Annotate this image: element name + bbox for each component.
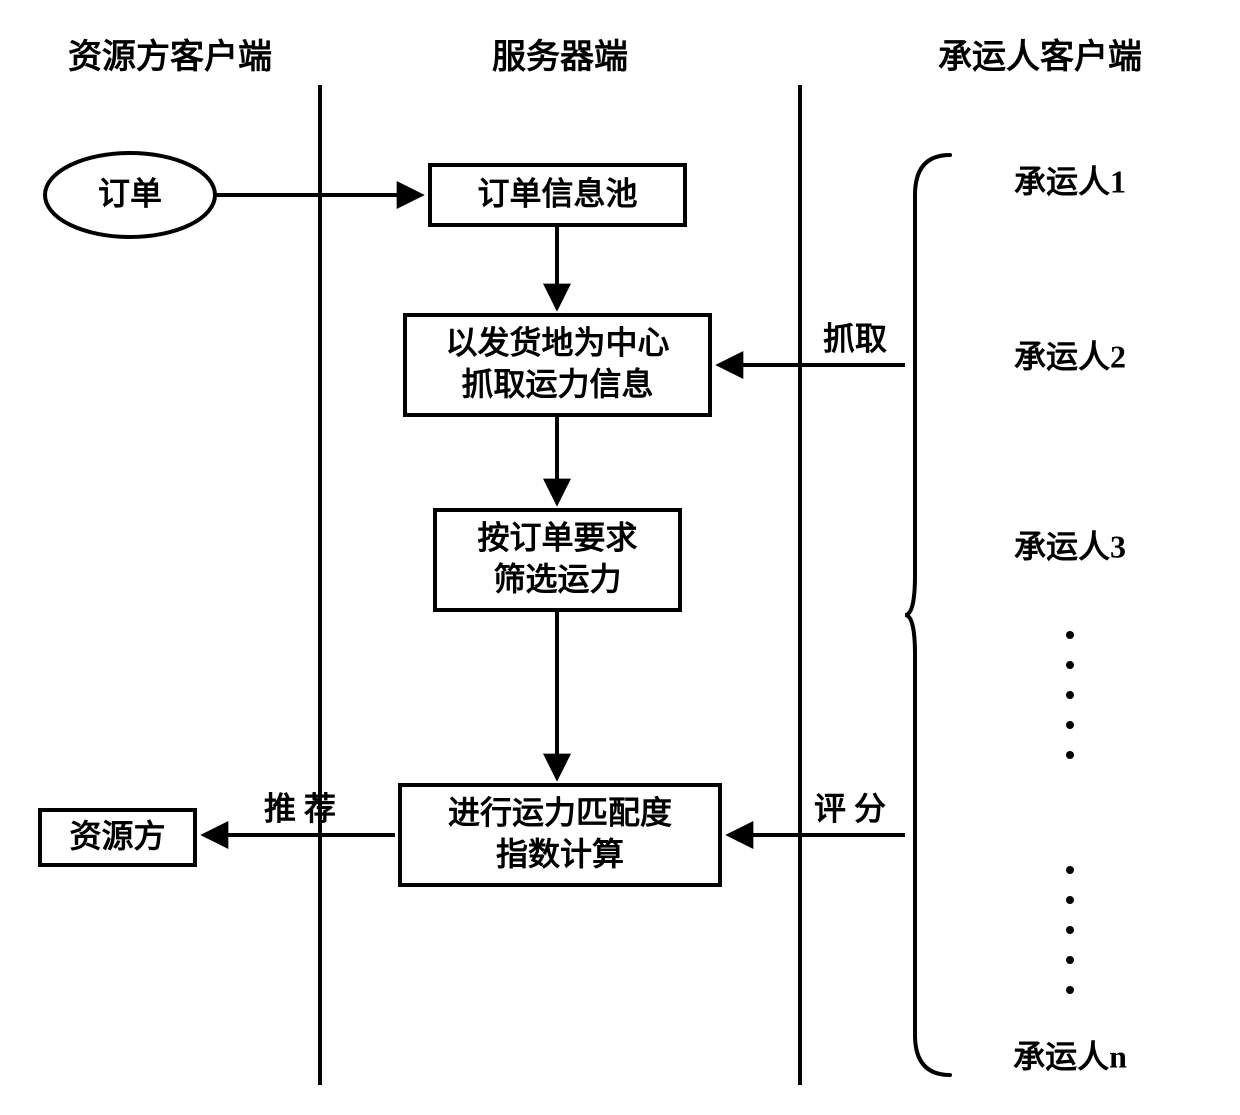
carrier-dots-1 <box>1066 721 1074 729</box>
carrier-dots-1 <box>1066 631 1074 639</box>
header-left: 资源方客户端 <box>68 37 272 76</box>
svg-text:订单信息池: 订单信息池 <box>477 175 637 211</box>
svg-text:指数计算: 指数计算 <box>496 836 624 872</box>
carrier-label-n: 承运人n <box>1013 1038 1127 1074</box>
carrier-dots-2 <box>1066 956 1074 964</box>
carrier-dots-2 <box>1066 986 1074 994</box>
carrier-label-2: 承运人2 <box>1014 338 1126 374</box>
header-right: 承运人客户端 <box>938 37 1142 76</box>
carrier-dots-1 <box>1066 661 1074 669</box>
carrier-dots-1 <box>1066 691 1074 699</box>
carrier-dots-1 <box>1066 751 1074 759</box>
carrier-dots-2 <box>1066 926 1074 934</box>
edge-label-calc_to_resource: 推 荐 <box>264 790 336 826</box>
svg-text:订单: 订单 <box>98 175 162 211</box>
svg-text:进行运力匹配度: 进行运力匹配度 <box>448 795 672 831</box>
carrier-label-1: 承运人1 <box>1014 163 1126 199</box>
edge-label-carriers_to_calc: 评 分 <box>814 790 886 826</box>
carrier-dots-2 <box>1066 866 1074 874</box>
header-middle: 服务器端 <box>492 38 628 76</box>
svg-text:按订单要求: 按订单要求 <box>477 520 637 556</box>
carrier-dots-2 <box>1066 896 1074 904</box>
carrier-label-3: 承运人3 <box>1014 528 1126 564</box>
carriers-brace <box>905 155 950 1075</box>
svg-text:抓取运力信息: 抓取运力信息 <box>461 366 653 402</box>
svg-text:以发货地为中心: 以发货地为中心 <box>445 325 669 361</box>
edge-label-carriers_to_fetch: 抓取 <box>823 320 887 356</box>
svg-text:筛选运力: 筛选运力 <box>493 561 621 597</box>
flowchart-diagram: 资源方客户端 服务器端 承运人客户端订单资源方 订单信息池以发货地为中心抓取运力信息按… <box>0 0 1240 1115</box>
svg-text:资源方: 资源方 <box>69 818 165 854</box>
